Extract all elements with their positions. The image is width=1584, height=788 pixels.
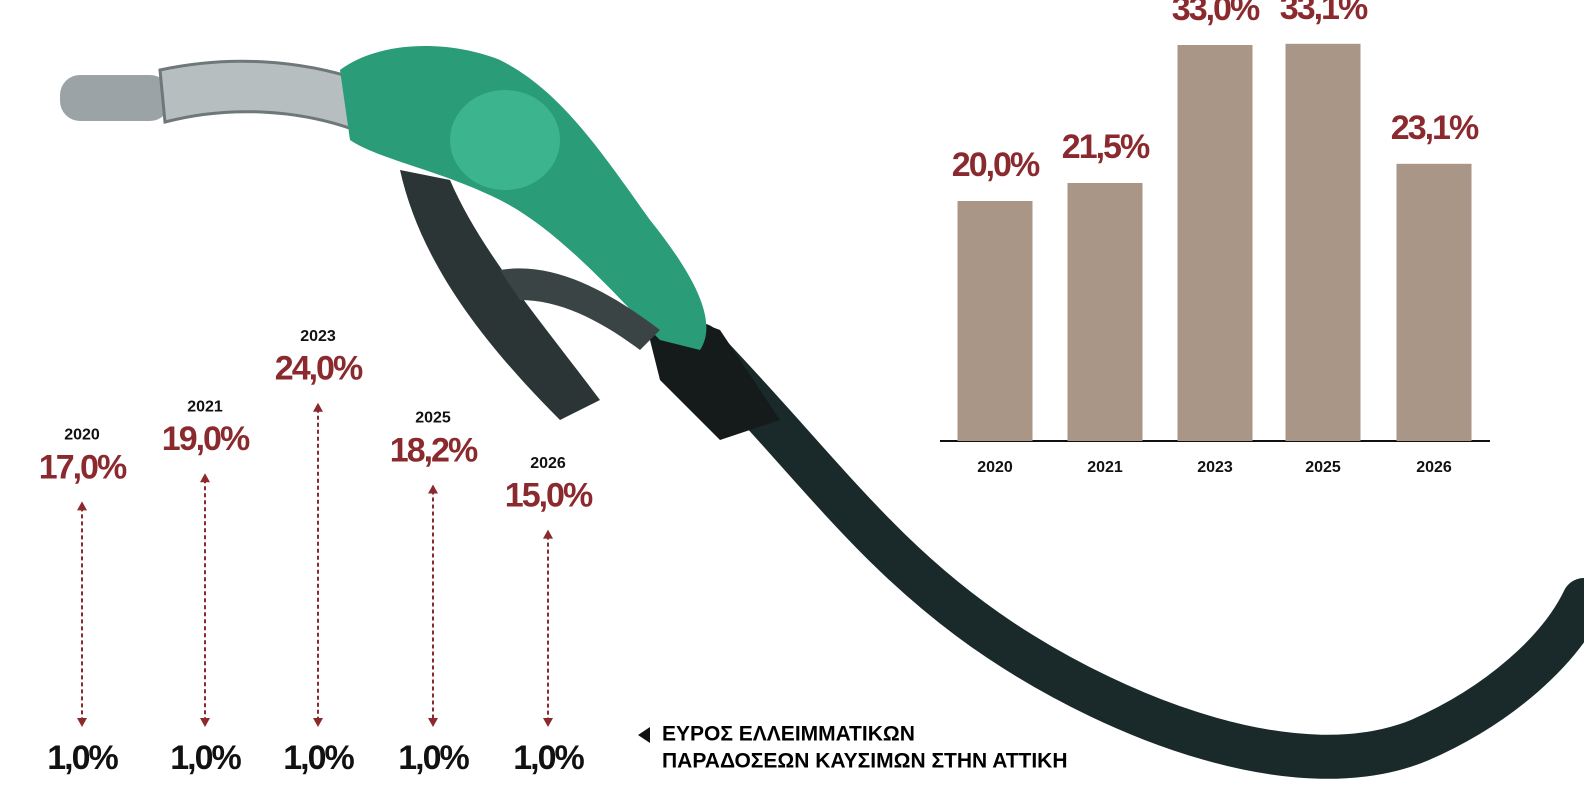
bar xyxy=(1397,164,1472,441)
range-arrow xyxy=(77,501,87,727)
x-tick-label: 2025 xyxy=(1305,459,1341,476)
high-label: 19,0% xyxy=(162,420,250,458)
high-label: 18,2% xyxy=(390,431,478,469)
range-arrow xyxy=(200,473,210,727)
range-arrow xyxy=(543,530,553,727)
title-pointer xyxy=(638,727,650,743)
bar xyxy=(1178,45,1253,441)
x-tick-label: 2026 xyxy=(1416,459,1452,476)
bar xyxy=(958,201,1033,441)
low-label: 1,0% xyxy=(47,739,118,777)
value-label: 33,0% xyxy=(1172,0,1260,28)
x-tick-label: 2023 xyxy=(1197,459,1233,476)
low-label: 1,0% xyxy=(283,739,354,777)
value-label: 20,0% xyxy=(952,146,1040,184)
year-label: 2020 xyxy=(64,427,100,444)
value-label: 21,5% xyxy=(1062,128,1150,166)
x-tick-label: 2021 xyxy=(1087,459,1123,476)
chart: ΕΥΡΟΣ ΕΛΛΕΙΜΜΑΤΙΚΩΝ ΠΑΡΑΔΟΣΕΩΝ ΚΑΥΣΙΜΩΝ … xyxy=(0,0,1584,788)
year-label: 2023 xyxy=(300,328,336,345)
bar xyxy=(1068,183,1143,441)
value-label: 23,1% xyxy=(1391,109,1479,147)
year-label: 2021 xyxy=(187,398,223,415)
range-arrow xyxy=(313,403,323,727)
bar xyxy=(1286,44,1361,441)
chart-title: ΠΑΡΑΔΟΣΕΩΝ ΚΑΥΣΙΜΩΝ ΣΤΗΝ ΑΤΤΙΚΗ xyxy=(662,750,1068,773)
range-arrow xyxy=(428,484,438,727)
high-label: 17,0% xyxy=(39,448,127,486)
low-label: 1,0% xyxy=(398,739,469,777)
low-label: 1,0% xyxy=(170,739,241,777)
high-label: 15,0% xyxy=(505,477,593,515)
value-label: 33,1% xyxy=(1280,0,1368,27)
low-label: 1,0% xyxy=(513,739,584,777)
chart-title: ΕΥΡΟΣ ΕΛΛΕΙΜΜΑΤΙΚΩΝ xyxy=(662,723,915,746)
year-label: 2026 xyxy=(530,455,566,472)
x-tick-label: 2020 xyxy=(977,459,1013,476)
high-label: 24,0% xyxy=(275,350,363,388)
year-label: 2025 xyxy=(415,410,451,427)
